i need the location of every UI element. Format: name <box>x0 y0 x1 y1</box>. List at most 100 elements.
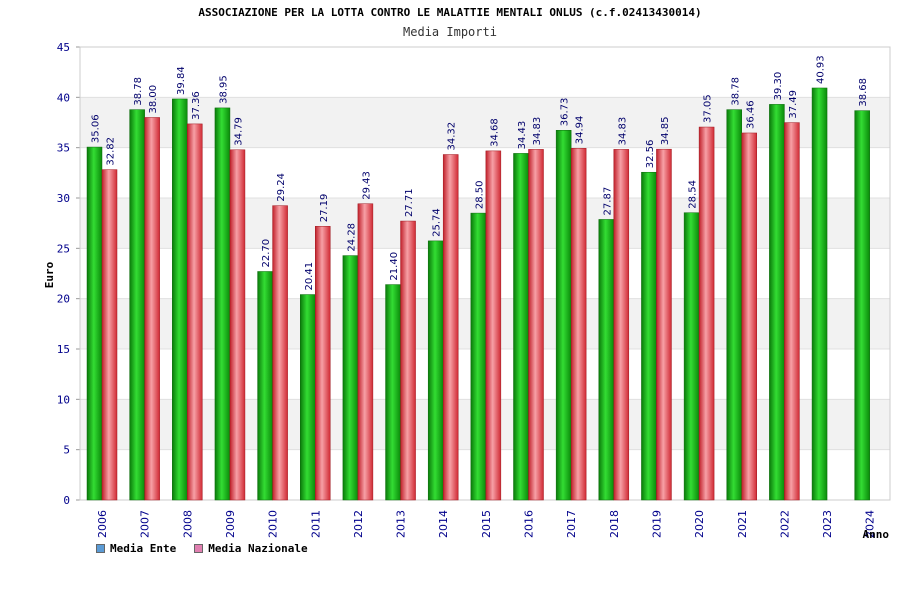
x-tick-label: 2008 <box>181 510 194 538</box>
y-tick-label: 40 <box>57 91 70 104</box>
legend-swatch-ente <box>96 544 105 553</box>
data-label: 27.19 <box>319 194 330 223</box>
x-tick-label: 2009 <box>224 510 237 538</box>
data-labels: 35.06 32.82 38.78 38.00 39.84 37.36 38.95 34.79… <box>91 55 870 290</box>
y-tick-label: 30 <box>57 192 70 205</box>
data-label: 38.78 <box>730 77 741 106</box>
data-label: 28.54 <box>688 180 699 209</box>
bar-media-ente <box>598 219 615 501</box>
bar-media-ente <box>300 294 316 501</box>
bar-media-ente <box>641 171 657 501</box>
bar-media-nazionale <box>656 148 672 501</box>
x-tick-label: 2014 <box>437 510 450 538</box>
legend-swatch-nazionale <box>194 544 204 553</box>
bar-media-nazionale <box>272 205 288 501</box>
x-tick-label: 2010 <box>267 510 280 538</box>
data-label: 21.40 <box>389 252 400 281</box>
data-label: 35.06 <box>91 114 102 143</box>
legend-label-ente: Media Ente <box>110 542 177 555</box>
data-label: 40.93 <box>816 55 827 84</box>
bar-media-ente <box>385 284 401 501</box>
bar-media-nazionale <box>485 150 502 501</box>
bar-media-nazionale <box>357 203 374 501</box>
x-tick-label: 2022 <box>778 510 791 538</box>
y-tick-label: 45 <box>57 41 70 54</box>
data-label: 22.70 <box>261 239 272 268</box>
data-label: 38.95 <box>218 75 229 104</box>
y-tick-label: 0 <box>63 494 70 507</box>
y-tick-label: 10 <box>57 393 70 406</box>
legend: Media Ente Media Nazionale <box>96 542 308 555</box>
bar-media-nazionale <box>315 226 331 501</box>
data-label: 37.36 <box>191 91 202 120</box>
bar-media-ente <box>683 212 700 501</box>
data-label: 29.24 <box>276 173 287 202</box>
x-tick-label: 2018 <box>608 510 621 538</box>
x-tick-label: 2023 <box>821 510 834 538</box>
data-label: 20.41 <box>304 262 315 291</box>
bar-media-ente <box>726 109 742 501</box>
bar-media-nazionale <box>144 117 160 501</box>
x-tick-label: 2019 <box>650 510 663 538</box>
bar-media-nazionale <box>698 126 715 501</box>
x-tick-label: 2024 <box>864 510 877 538</box>
data-label: 34.83 <box>532 117 543 146</box>
data-label: 34.94 <box>575 116 586 145</box>
x-tick-label: 2016 <box>523 510 536 538</box>
bar-media-ente <box>129 109 145 501</box>
data-label: 27.87 <box>602 187 613 216</box>
legend-item-ente: Media Ente <box>96 542 176 555</box>
x-tick-label: 2017 <box>565 510 578 538</box>
bar-media-nazionale <box>400 220 416 501</box>
y-tick-label: 25 <box>57 242 70 255</box>
bar-media-ente <box>427 240 444 501</box>
data-label: 32.82 <box>106 137 117 166</box>
bar-media-nazionale <box>442 154 459 501</box>
data-label: 34.79 <box>233 117 244 146</box>
bar-media-ente <box>769 104 785 501</box>
x-tick-label: 2015 <box>480 510 493 538</box>
y-tick-label: 5 <box>63 444 70 457</box>
bar-media-nazionale <box>613 149 630 501</box>
bar-media-nazionale <box>528 149 544 501</box>
bar-media-ente <box>214 107 231 501</box>
bar-media-ente <box>86 146 103 501</box>
data-label: 34.68 <box>489 118 500 147</box>
y-tick-label: 35 <box>57 142 70 155</box>
data-label: 29.43 <box>361 171 372 200</box>
bar-media-ente <box>342 255 359 501</box>
tick-labels: 0 5 10 15 20 25 30 35 40 45 2006 2007 2008 2009 2010 20… <box>57 41 877 538</box>
data-label: 32.56 <box>645 140 656 169</box>
bar-media-nazionale <box>101 169 118 501</box>
x-tick-label: 2021 <box>736 510 749 538</box>
chart-subtitle: Media Importi <box>403 25 497 39</box>
data-label: 39.84 <box>176 66 187 95</box>
data-label: 36.73 <box>560 98 571 127</box>
legend-label-nazionale: Media Nazionale <box>208 542 308 555</box>
legend-item-nazionale: Media Nazionale <box>194 542 308 555</box>
data-label: 38.68 <box>858 78 869 107</box>
bar-media-ente <box>470 212 487 501</box>
y-tick-label: 15 <box>57 343 70 356</box>
y-axis-label: Euro <box>43 261 56 288</box>
bar-media-nazionale <box>741 132 757 501</box>
x-tick-label: 2012 <box>352 510 365 538</box>
data-label: 38.78 <box>133 77 144 106</box>
data-label: 37.49 <box>788 90 799 119</box>
data-label: 34.85 <box>660 117 671 146</box>
bar-media-nazionale <box>784 122 800 501</box>
x-axis-label: Anno <box>863 528 890 541</box>
bar-media-ente <box>555 130 572 501</box>
bar-media-nazionale <box>570 148 587 501</box>
data-label: 34.83 <box>617 117 628 146</box>
bar-media-nazionale <box>229 149 246 501</box>
bar-media-nazionale <box>187 123 203 501</box>
x-tick-label: 2006 <box>96 510 109 538</box>
data-label: 25.74 <box>432 208 443 237</box>
x-tick-label: 2011 <box>309 510 322 538</box>
chart-title: ASSOCIAZIONE PER LA LOTTA CONTRO LE MALA… <box>198 6 702 19</box>
x-tick-label: 2007 <box>139 510 152 538</box>
x-tick-label: 2013 <box>395 510 408 538</box>
x-tick-label: 2020 <box>693 510 706 538</box>
